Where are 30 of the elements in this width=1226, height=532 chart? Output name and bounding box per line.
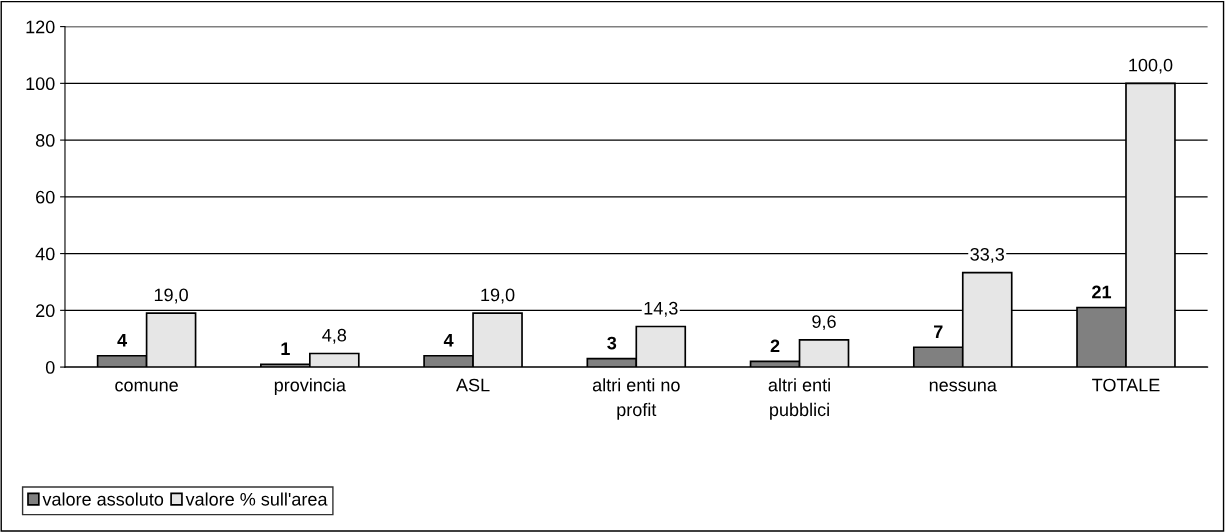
data-label: 4 xyxy=(117,334,128,347)
x-tick-label: provincia xyxy=(274,378,346,396)
y-tick-label: 40 xyxy=(35,247,55,261)
x-tick-label: altri enti pubblici xyxy=(768,378,830,420)
data-label: 7 xyxy=(934,325,943,338)
x-tick-label: altri enti no profit xyxy=(592,378,680,420)
data-label: 4 xyxy=(443,334,454,347)
data-label: 1 xyxy=(281,342,290,355)
data-label: 33,3 xyxy=(970,247,1005,263)
data-label: 14,3 xyxy=(644,301,678,317)
data-label: 2 xyxy=(770,339,780,353)
data-label: 19,0 xyxy=(481,288,515,304)
data-label: 3 xyxy=(607,336,617,350)
data-label: 19,0 xyxy=(154,288,188,304)
legend-label: valore % sull'area xyxy=(185,492,328,506)
data-label: 4,8 xyxy=(322,328,347,344)
x-tick-label: nessuna xyxy=(929,381,997,392)
y-tick-label: 100 xyxy=(26,77,55,91)
y-tick-label: 20 xyxy=(36,304,55,318)
y-tick-label: 120 xyxy=(26,20,55,34)
data-label: 100,0 xyxy=(1129,58,1173,74)
y-tick-label: 80 xyxy=(35,134,55,147)
data-label: 9,6 xyxy=(812,315,836,331)
x-tick-label: TOTALE xyxy=(1092,378,1160,392)
legend-label: valore assoluto xyxy=(42,492,164,506)
y-tick-label: 0 xyxy=(45,361,55,374)
y-tick-label: 60 xyxy=(36,190,55,204)
x-tick-label: ASL xyxy=(456,378,490,392)
data-label: 21 xyxy=(1092,285,1112,299)
x-tick-label: comune xyxy=(115,381,178,392)
